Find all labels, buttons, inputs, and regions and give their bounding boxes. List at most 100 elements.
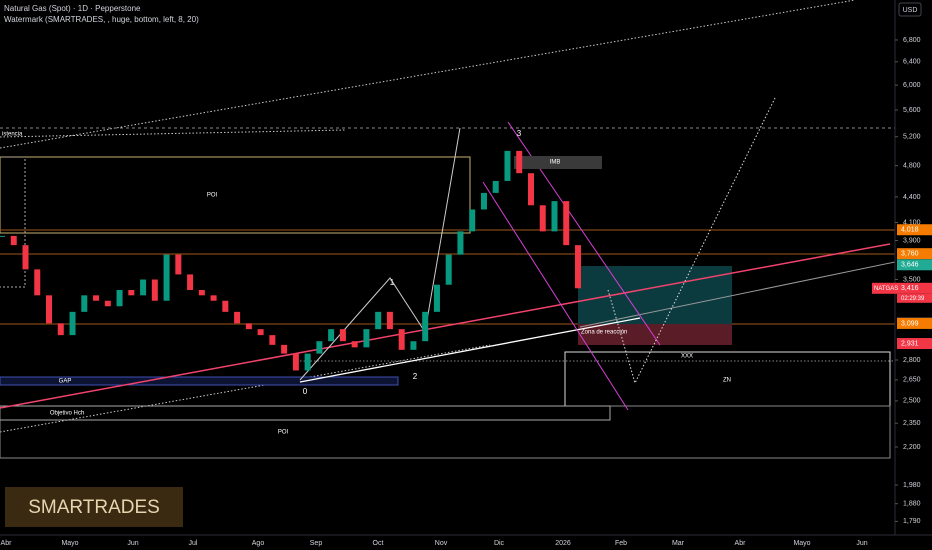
- y-tick-label: 5,200: [903, 134, 921, 141]
- annotation: Zona de reacción: [581, 330, 627, 336]
- y-tick-label: 1,880: [903, 501, 921, 508]
- x-tick-label: Nov: [435, 540, 448, 547]
- candle: [516, 150, 523, 174]
- y-tick-label: 2,500: [903, 398, 921, 405]
- x-tick-label: Abr: [735, 540, 747, 547]
- chart-title: Natural Gas (Spot) · 1D · Pepperstone: [4, 4, 141, 13]
- watermark-box: [5, 487, 183, 527]
- candle: [257, 329, 264, 336]
- symbol: NATGAS: [874, 286, 898, 292]
- target-box: [578, 266, 732, 324]
- candle: [410, 341, 417, 350]
- x-tick-label: Jun: [127, 540, 138, 547]
- candle: [469, 209, 476, 232]
- trend-line: [0, 243, 891, 409]
- price-label: 2,931: [901, 340, 919, 347]
- pattern-line: [299, 127, 461, 381]
- annotation: istencia: [2, 132, 23, 138]
- annotation: 0: [303, 387, 308, 396]
- candles: [0, 150, 581, 371]
- candle: [0, 235, 5, 237]
- trend-line: [299, 317, 641, 383]
- candle: [210, 295, 217, 301]
- x-tick-label: Jul: [189, 540, 198, 547]
- candle: [187, 274, 194, 290]
- y-tick-label: 6,800: [903, 37, 921, 44]
- y-tick-label: 3,900: [903, 237, 921, 244]
- candle: [69, 311, 76, 336]
- y-tick-label: 4,800: [903, 162, 921, 169]
- candle: [445, 254, 452, 285]
- x-tick-label: Jun: [856, 540, 867, 547]
- annotation: 1: [390, 278, 395, 287]
- y-tick-label: 6,400: [903, 59, 921, 66]
- candle: [116, 289, 123, 307]
- countdown: 02:29:39: [901, 296, 925, 302]
- annotations: istencia POI IMB GAP 0 1 2 3 Objetivo Hc…: [2, 129, 731, 518]
- trend-line: [0, 0, 856, 149]
- drawings: [0, 0, 896, 527]
- candle: [140, 279, 147, 296]
- candle: [504, 150, 511, 181]
- x-tick-label: Oct: [373, 540, 384, 547]
- candle: [222, 300, 229, 312]
- candle: [539, 205, 546, 232]
- x-tick-label: Mar: [672, 540, 685, 547]
- x-tick-label: Abr: [1, 540, 13, 547]
- countdown-badge: [897, 293, 932, 303]
- channel-line: [482, 181, 629, 411]
- candle: [163, 254, 170, 301]
- candle: [551, 201, 558, 232]
- candle: [575, 245, 581, 289]
- price-badge: [897, 317, 932, 329]
- candle: [104, 300, 111, 307]
- candle: [433, 284, 440, 312]
- annotation: XXX: [681, 354, 693, 360]
- annotation: Objetivo Hch: [50, 411, 84, 417]
- price-badge: [897, 259, 932, 271]
- objective-box: [0, 405, 611, 421]
- y-tick-label: 4,100: [903, 219, 921, 226]
- candle: [339, 329, 346, 342]
- y-tick-label: 3,500: [903, 276, 921, 283]
- y-tick-label: 2,800: [903, 357, 921, 364]
- x-tick-label: Sep: [310, 540, 323, 547]
- candle: [363, 329, 370, 348]
- candle: [304, 353, 311, 371]
- price-label: 3,646: [901, 262, 919, 269]
- candle: [527, 173, 534, 206]
- candle: [398, 329, 405, 350]
- annotation: POI: [207, 193, 218, 199]
- candle: [480, 192, 487, 210]
- candle: [457, 231, 464, 255]
- y-tick-label: 5,600: [903, 107, 921, 114]
- candle: [328, 329, 335, 342]
- box: [0, 156, 26, 288]
- y-tick-label: 2,200: [903, 444, 921, 451]
- candle: [81, 295, 88, 312]
- price-label: 3,099: [901, 320, 919, 327]
- stop-box: [578, 324, 732, 345]
- candle: [22, 245, 29, 270]
- watermark: SMARTRADES: [28, 497, 160, 518]
- candle: [151, 279, 158, 301]
- candle: [281, 344, 288, 354]
- y-tick-label: 4,400: [903, 194, 921, 201]
- y-tick-label: 2,350: [903, 420, 921, 427]
- price-badge: [897, 248, 932, 260]
- candle: [375, 311, 382, 330]
- trend-line: [0, 344, 491, 433]
- chart-subtitle: Watermark (SMARTRADES, , huge, bottom, l…: [4, 15, 199, 24]
- annotation: IMB: [550, 160, 561, 166]
- y-tick-label: 1,790: [903, 518, 921, 525]
- candle: [234, 311, 241, 324]
- annotation: 3: [517, 129, 522, 138]
- projection: [607, 97, 776, 385]
- candle: [93, 295, 100, 301]
- poi-box: [0, 156, 471, 234]
- candle: [34, 269, 41, 296]
- candle: [422, 311, 429, 342]
- x-tick-label: Mayo: [61, 540, 78, 547]
